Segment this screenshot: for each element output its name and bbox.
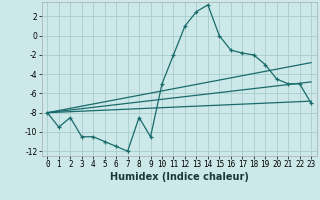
X-axis label: Humidex (Indice chaleur): Humidex (Indice chaleur) — [110, 172, 249, 182]
